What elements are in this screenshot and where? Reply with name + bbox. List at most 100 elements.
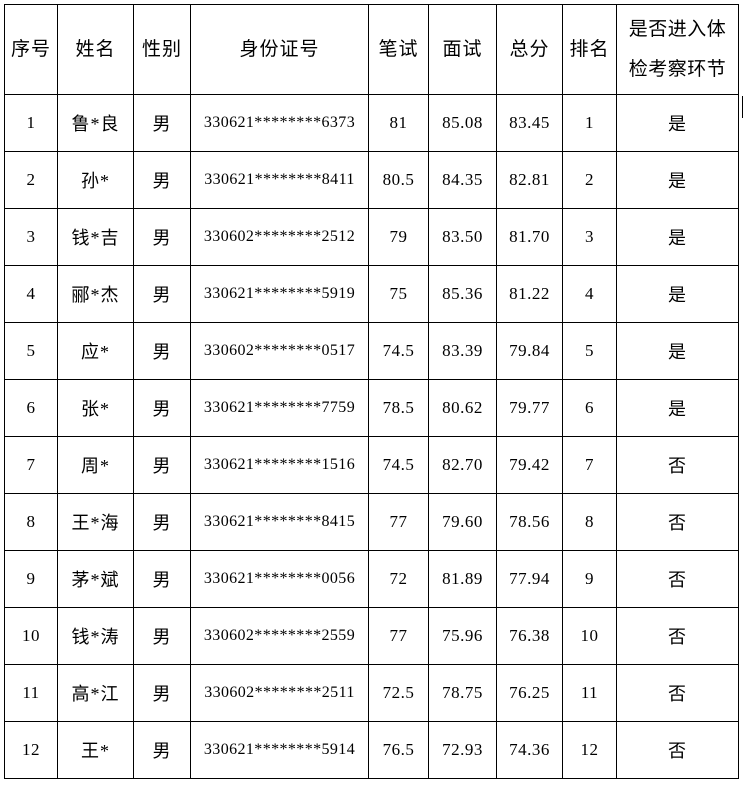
cell-rank: 10 <box>562 607 617 665</box>
cell-gender: 男 <box>133 664 191 722</box>
table-row: 12 王* 男 330621********5914 76.5 72.93 74.36 12 否 <box>4 721 739 779</box>
cell-index: 3 <box>4 208 58 266</box>
cell-interview: 72.93 <box>428 721 497 779</box>
cell-written: 74.5 <box>368 436 429 494</box>
cell-total: 79.77 <box>496 379 563 437</box>
cell-name: 钱*吉 <box>57 208 134 266</box>
cell-total: 79.42 <box>496 436 563 494</box>
cell-pass: 否 <box>616 550 739 608</box>
cell-gender: 男 <box>133 265 191 323</box>
cell-name: 孙* <box>57 151 134 209</box>
cell-total: 78.56 <box>496 493 563 551</box>
cell-rank: 9 <box>562 550 617 608</box>
cell-name: 郦*杰 <box>57 265 134 323</box>
cell-written: 79 <box>368 208 429 266</box>
column-header-id: 身份证号 <box>190 4 369 95</box>
cell-name: 钱*涛 <box>57 607 134 665</box>
column-header-rank: 排名 <box>562 4 617 95</box>
cell-gender: 男 <box>133 151 191 209</box>
cell-index: 4 <box>4 265 58 323</box>
cell-total: 83.45 <box>496 94 563 152</box>
cell-rank: 11 <box>562 664 617 722</box>
cell-id: 330621********8415 <box>190 493 369 551</box>
cell-id: 330621********0056 <box>190 550 369 608</box>
cell-pass: 否 <box>616 493 739 551</box>
cell-index: 10 <box>4 607 58 665</box>
cell-index: 12 <box>4 721 58 779</box>
column-header-written: 笔试 <box>368 4 429 95</box>
cell-index: 7 <box>4 436 58 494</box>
cell-rank: 3 <box>562 208 617 266</box>
table-row: 8 王*海男 330621********8415 77 79.60 78.56 8 否 <box>4 493 739 551</box>
cell-index: 1 <box>4 94 58 152</box>
table-row: 3 钱*吉男 330602********2512 79 83.50 81.70 3 是 <box>4 208 739 266</box>
cell-written: 72.5 <box>368 664 429 722</box>
cell-pass: 否 <box>616 664 739 722</box>
table-row: 5 应* 男 330602********0517 74.5 83.39 79.84 5 是 <box>4 322 739 380</box>
column-header-gender: 性别 <box>133 4 191 95</box>
cell-pass: 是 <box>616 94 739 152</box>
cell-total: 79.84 <box>496 322 563 380</box>
cell-id: 330621********1516 <box>190 436 369 494</box>
cell-written: 74.5 <box>368 322 429 380</box>
column-header-name: 姓名 <box>57 4 134 95</box>
cell-gender: 男 <box>133 493 191 551</box>
cell-index: 2 <box>4 151 58 209</box>
column-header-total: 总分 <box>496 4 563 95</box>
cell-interview: 79.60 <box>428 493 497 551</box>
cell-pass: 否 <box>616 721 739 779</box>
cell-gender: 男 <box>133 550 191 608</box>
cell-interview: 83.50 <box>428 208 497 266</box>
cell-index: 5 <box>4 322 58 380</box>
table-row: 4 郦*杰男 330621********5919 75 85.36 81.22 4 是 <box>4 265 739 323</box>
cell-gender: 男 <box>133 94 191 152</box>
table-row: 9 茅*斌男 330621********0056 72 81.89 77.94 9 否 <box>4 550 739 608</box>
cell-total: 74.36 <box>496 721 563 779</box>
column-header-index: 序号 <box>4 4 58 95</box>
cell-written: 75 <box>368 265 429 323</box>
cell-gender: 男 <box>133 607 191 665</box>
cell-index: 9 <box>4 550 58 608</box>
column-header-interview: 面试 <box>428 4 497 95</box>
cell-total: 76.38 <box>496 607 563 665</box>
cell-written: 77 <box>368 493 429 551</box>
cell-total: 77.94 <box>496 550 563 608</box>
cell-id: 330602********0517 <box>190 322 369 380</box>
cell-gender: 男 <box>133 322 191 380</box>
cell-interview: 84.35 <box>428 151 497 209</box>
cell-id: 330621********5919 <box>190 265 369 323</box>
cell-name: 应* <box>57 322 134 380</box>
cell-pass: 否 <box>616 607 739 665</box>
cell-rank: 12 <box>562 721 617 779</box>
cell-interview: 75.96 <box>428 607 497 665</box>
cell-pass: 是 <box>616 208 739 266</box>
cell-interview: 80.62 <box>428 379 497 437</box>
cell-id: 330621********8411 <box>190 151 369 209</box>
cell-written: 81 <box>368 94 429 152</box>
cell-name: 王*海 <box>57 493 134 551</box>
cell-interview: 82.70 <box>428 436 497 494</box>
cell-total: 81.22 <box>496 265 563 323</box>
cell-name: 周* <box>57 436 134 494</box>
table-row: 10 钱*涛男 330602********2559 77 75.96 76.38 10 否 <box>4 607 739 665</box>
cell-pass: 是 <box>616 379 739 437</box>
table-header-row: 序号 姓名 性别 身份证号 笔试 面试 总分 排名 是否进入体 检考察环节 <box>4 4 739 95</box>
cell-name: 茅*斌 <box>57 550 134 608</box>
cell-id: 330602********2511 <box>190 664 369 722</box>
cell-id: 330621********5914 <box>190 721 369 779</box>
cell-id: 330602********2512 <box>190 208 369 266</box>
cell-name: 高*江 <box>57 664 134 722</box>
cell-index: 8 <box>4 493 58 551</box>
cell-rank: 1 <box>562 94 617 152</box>
cell-rank: 6 <box>562 379 617 437</box>
column-header-pass: 是否进入体 检考察环节 <box>616 4 739 95</box>
cell-id: 330621********6373 <box>190 94 369 152</box>
column-header-pass-line1: 是否进入体 <box>628 18 727 40</box>
right-edge-artifact <box>742 96 743 118</box>
cell-interview: 85.08 <box>428 94 497 152</box>
cell-written: 77 <box>368 607 429 665</box>
cell-rank: 2 <box>562 151 617 209</box>
table-body: 1 鲁*良男 330621********6373 81 85.08 83.45 1 是 2 孙*… <box>4 94 739 779</box>
cell-total: 82.81 <box>496 151 563 209</box>
